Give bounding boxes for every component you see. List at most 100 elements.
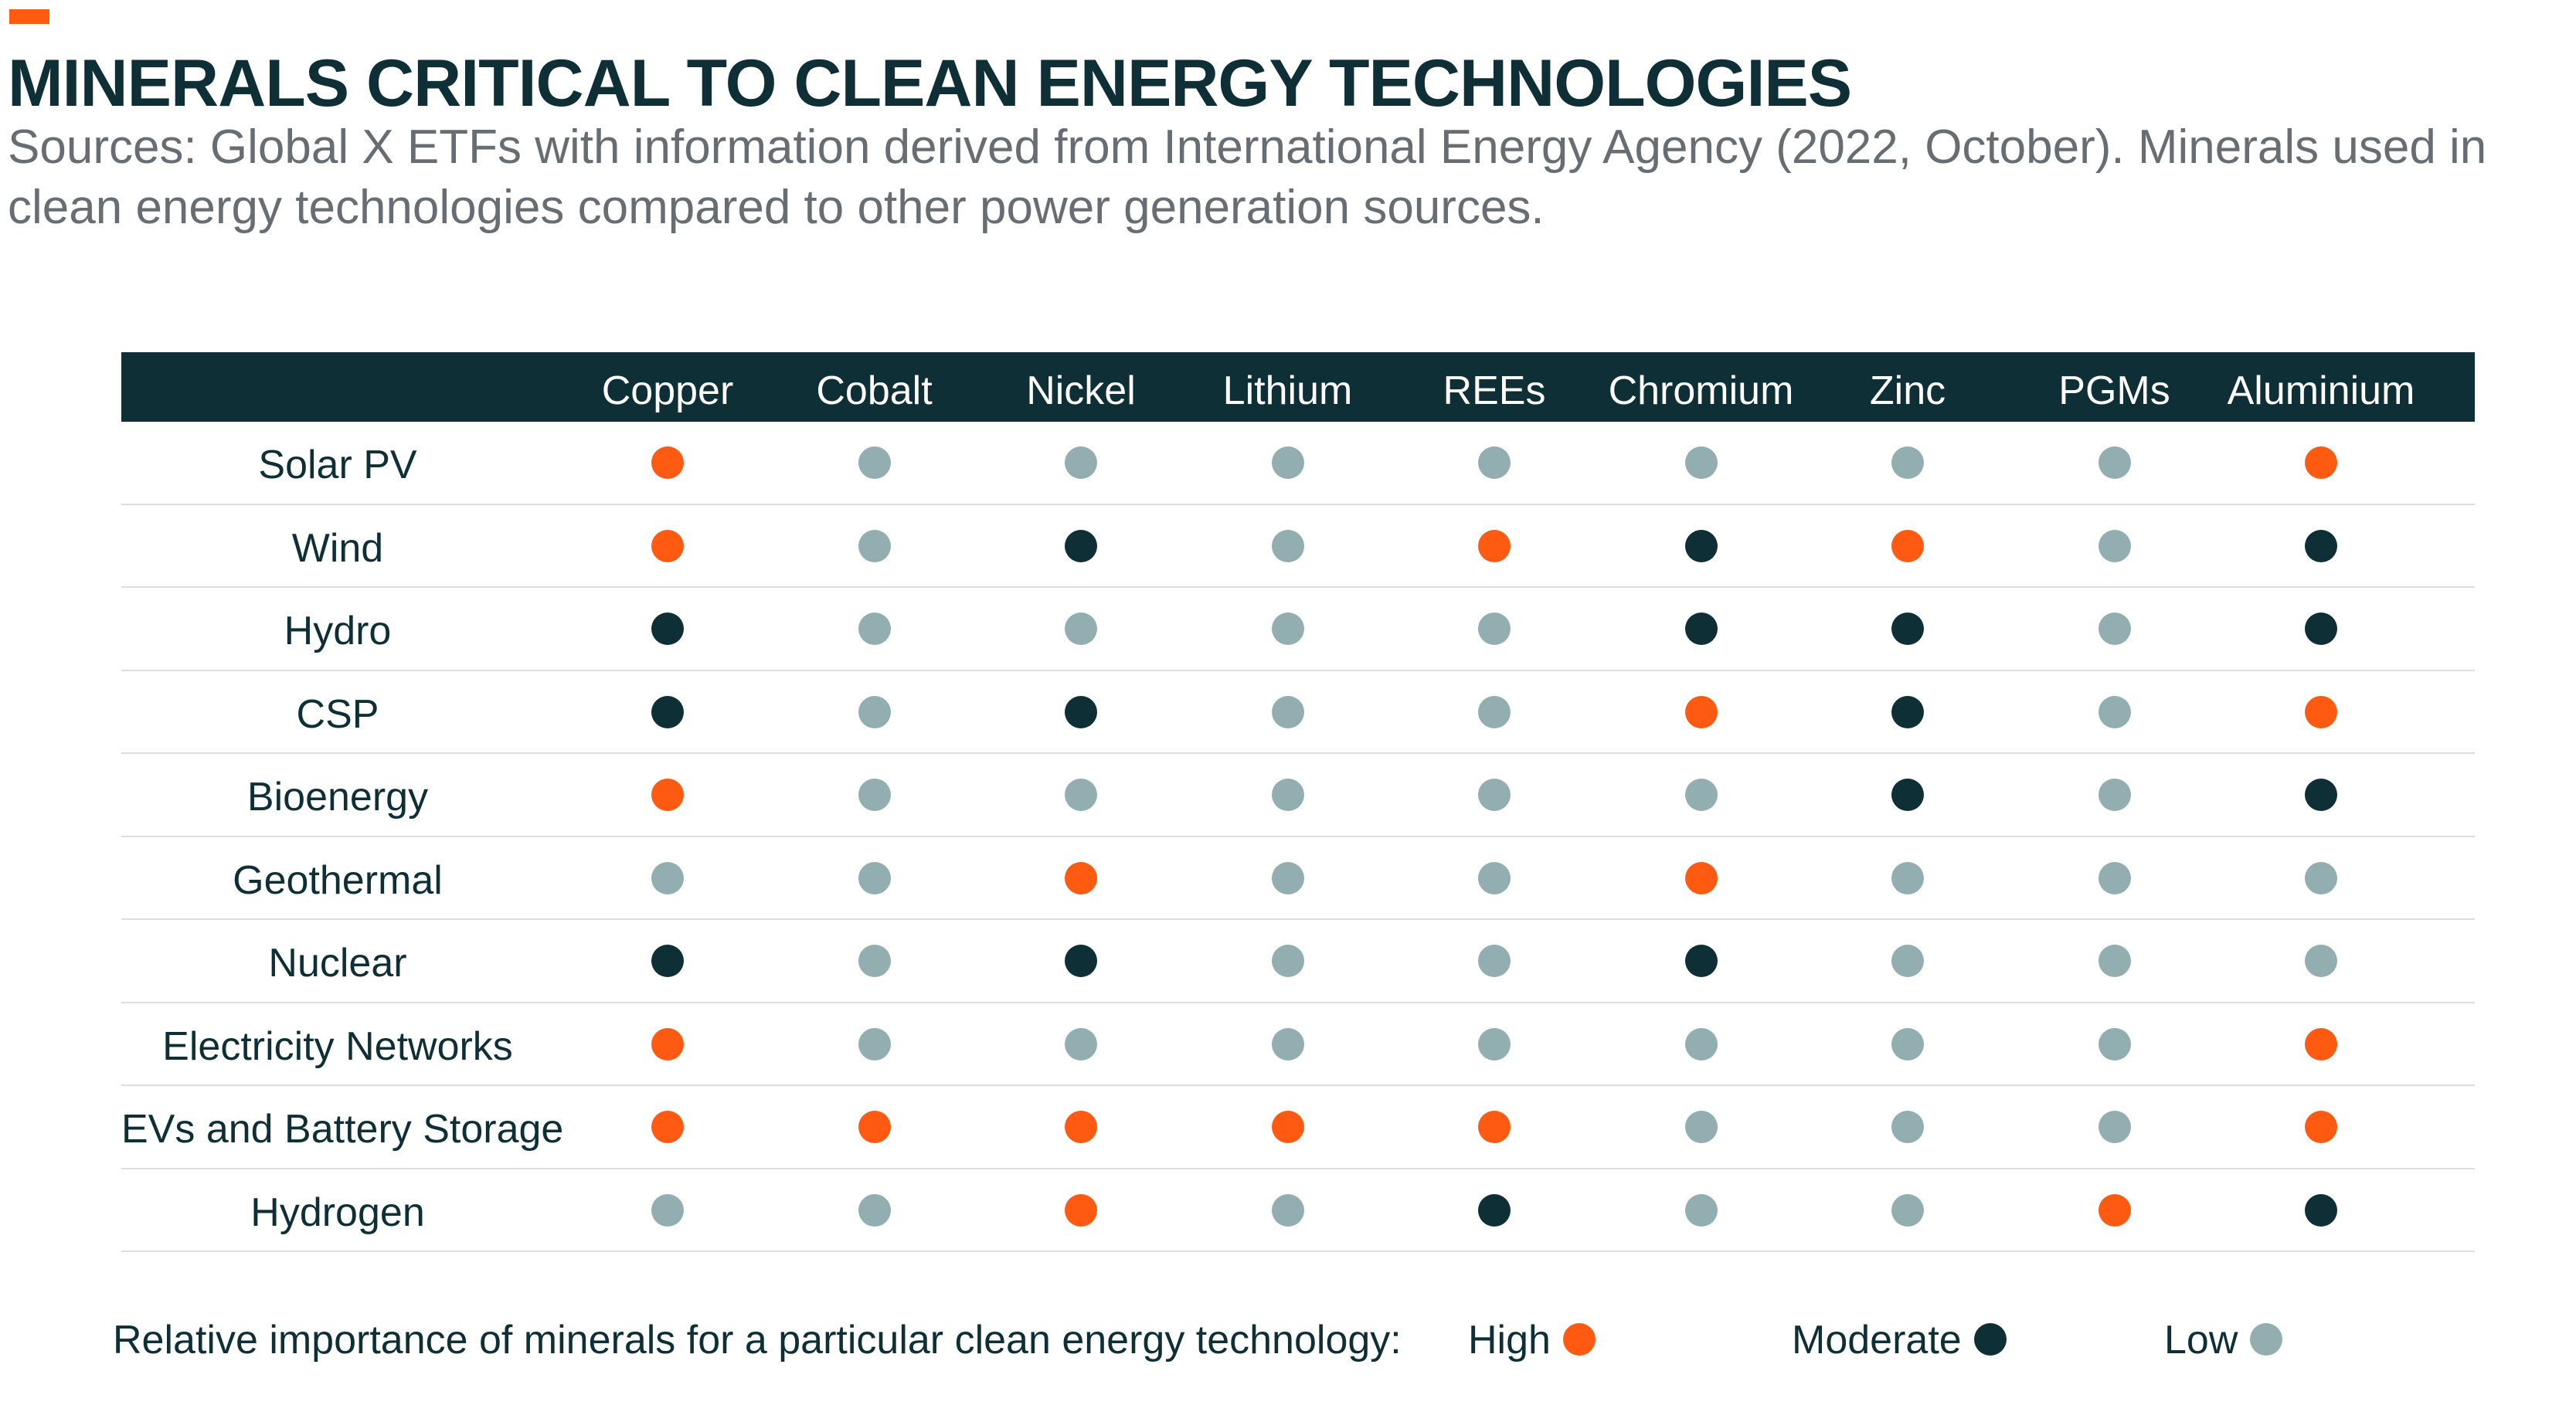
table-row: Hydro [121, 588, 2475, 671]
importance-dot-moderate [1065, 945, 1097, 977]
importance-dot-high [1684, 861, 1718, 894]
importance-dot-moderate [1065, 695, 1097, 728]
column-header-cobalt: Cobalt [816, 368, 933, 413]
importance-dot-low [858, 446, 891, 479]
importance-dot-high [1478, 1111, 1511, 1143]
importance-dot-low [2098, 945, 2131, 977]
matrix-body: Solar PV Wind Hydro CSP Bioenergy Geothermal N… [121, 422, 2475, 1252]
table-row: Solar PV [121, 422, 2475, 505]
importance-dot-low [1478, 779, 1511, 811]
importance-dot-low [651, 1193, 684, 1227]
importance-dot-low [1271, 1193, 1304, 1227]
importance-dot-low [1684, 779, 1718, 811]
importance-dot-low [2098, 695, 2131, 728]
legend-item-high: High [1468, 1313, 1596, 1367]
importance-dot-low [2098, 861, 2131, 894]
table-row: Geothermal [121, 837, 2475, 920]
importance-dot-high [651, 1111, 684, 1143]
chart-title: MINERALS CRITICAL TO CLEAN ENERGY TECHNO… [8, 46, 1852, 120]
importance-dot-low [1271, 446, 1304, 479]
importance-dot-high [2305, 1111, 2337, 1143]
importance-dot-low [1891, 1193, 1924, 1227]
importance-dot-low [1065, 613, 1097, 645]
importance-dot-low [1271, 1027, 1304, 1061]
column-header-zinc: Zinc [1869, 368, 1946, 413]
row-label: Hydro [284, 609, 392, 653]
importance-dot-high [2098, 1193, 2131, 1227]
importance-dot-low [2098, 779, 2131, 811]
importance-dot-low [1271, 945, 1304, 977]
column-header-copper: Copper [601, 368, 734, 413]
row-label: Hydrogen [250, 1189, 425, 1235]
column-header-nickel: Nickel [1026, 368, 1136, 413]
table-row: Bioenergy [121, 754, 2475, 837]
legend-item-low: Low [2164, 1313, 2283, 1367]
importance-dot-low [1478, 695, 1511, 728]
importance-dot-low [1478, 446, 1511, 479]
table-row: Hydrogen [121, 1169, 2475, 1252]
importance-dot-low [1891, 945, 1924, 977]
importance-dot-low [1891, 861, 1924, 894]
importance-dot-low [2098, 613, 2131, 645]
importance-dot-low [1684, 446, 1718, 479]
importance-dot-low [858, 1027, 891, 1061]
importance-dot-low [858, 613, 891, 645]
row-label: Bioenergy [246, 775, 429, 820]
importance-dot-moderate [651, 945, 684, 977]
importance-dot-low [2098, 1111, 2131, 1143]
importance-dot-moderate [651, 613, 684, 645]
importance-dot-low [1891, 1027, 1924, 1061]
importance-dot-low [1478, 861, 1511, 894]
importance-dot-high [1271, 1111, 1304, 1143]
table-row: EVs and Battery Storage [121, 1086, 2475, 1169]
importance-dot-moderate [2305, 1193, 2337, 1227]
importance-dot-low [1684, 1193, 1718, 1227]
importance-dot-moderate [2305, 613, 2337, 645]
legend-dot-high [1562, 1323, 1596, 1356]
importance-dot-low [1478, 945, 1511, 977]
importance-dot-high [651, 779, 684, 811]
importance-dot-high [1684, 695, 1718, 728]
importance-dot-low [1684, 1111, 1718, 1143]
row-label: CSP [296, 691, 379, 737]
importance-dot-low [858, 861, 891, 894]
chart-subtitle: Sources: Global X ETFs with information … [8, 120, 2487, 234]
importance-dot-low [1271, 529, 1304, 562]
importance-dot-high [858, 1111, 891, 1143]
importance-dot-high [2305, 1027, 2337, 1061]
importance-dot-moderate [1891, 695, 1924, 728]
importance-dot-low [1891, 446, 1924, 479]
importance-dot-high [651, 529, 684, 562]
row-label: Solar PV [258, 443, 417, 487]
legend-dot-moderate [1973, 1323, 2007, 1356]
legend-label-moderate: Moderate [1792, 1318, 1962, 1363]
importance-dot-high [651, 446, 684, 479]
row-label: Nuclear [268, 941, 407, 986]
column-header-chromium: Chromium [1608, 368, 1794, 413]
legend-label-high: High [1468, 1318, 1551, 1363]
importance-dot-high [651, 1027, 684, 1061]
importance-dot-moderate [1684, 945, 1718, 977]
importance-dot-moderate [1684, 529, 1718, 562]
importance-dot-moderate [1684, 613, 1718, 645]
importance-dot-low [2305, 861, 2337, 894]
table-row: CSP [121, 671, 2475, 754]
importance-dot-low [1891, 1111, 1924, 1143]
importance-dot-low [858, 695, 891, 728]
importance-dot-moderate [651, 695, 684, 728]
importance-dot-low [1271, 779, 1304, 811]
importance-dot-high [1065, 861, 1097, 894]
importance-dot-low [1065, 1027, 1097, 1061]
table-row: Wind [121, 505, 2475, 588]
importance-dot-low [1478, 613, 1511, 645]
importance-dot-moderate [1891, 779, 1924, 811]
importance-dot-low [1684, 1027, 1718, 1061]
column-header-pgms: PGMs [2058, 368, 2170, 413]
importance-dot-low [1065, 446, 1097, 479]
legend-caption: Relative importance of minerals for a pa… [113, 1318, 1402, 1363]
legend-dot-low [2250, 1323, 2283, 1356]
importance-dot-moderate [2305, 529, 2337, 562]
row-label: Electricity Networks [162, 1023, 513, 1069]
importance-matrix: Copper Cobalt Nickel Lithium REEs Chromium Zin… [121, 352, 2475, 1252]
importance-dot-low [2098, 1027, 2131, 1061]
